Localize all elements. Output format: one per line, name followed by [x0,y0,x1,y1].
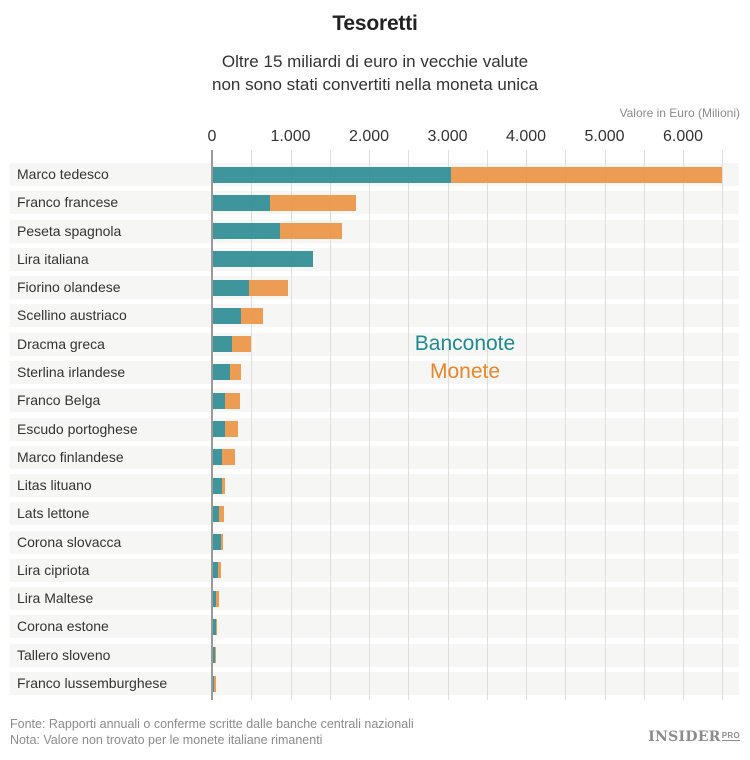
bar-monete [217,562,221,579]
bar-monete [248,279,289,296]
category-label: Peseta spagnola [17,222,122,239]
bar-banconote [212,618,216,635]
bar-monete [224,421,239,438]
bar-monete [224,392,240,409]
insider-pro-logo: INSIDERPRO [648,729,740,745]
bar-row: Escudo portoghese [10,417,739,441]
logo-name: INSIDER [648,729,721,745]
category-label: Franco lussemburghese [17,675,168,692]
source-note: Fonte: Rapporti annuali o conferme scrit… [10,717,414,731]
bar-row: Dracma greca [10,332,739,356]
bar-row: Sterlina irlandese [10,360,739,384]
bar-banconote [212,251,314,268]
x-tick-label: 0 [207,128,217,145]
footnote: Nota: Valore non trovato per le monete i… [10,733,323,747]
bar-row: Lira cipriota [10,558,739,582]
category-label: Litas lituano [17,477,92,494]
category-label: Scellino austriaco [17,307,127,324]
x-tick-label: 4.000 [505,128,547,145]
bar-banconote [212,647,216,664]
legend: Banconote Monete [360,330,570,386]
bar-monete [215,647,217,664]
bar-row: Peseta spagnola [10,219,739,243]
bar-monete [241,307,263,324]
bar-monete [215,618,218,635]
category-label: Lira Maltese [17,590,94,607]
x-tick-label: 2.000 [348,128,390,145]
subtitle-line-1: Oltre 15 miliardi di euro in vecchie val… [221,52,529,71]
bar-banconote [212,307,242,324]
subtitle-line-2: non sono stati convertiti nella moneta u… [211,75,539,94]
category-label: Franco Belga [17,392,101,409]
x-tick-label: 1.000 [270,128,311,145]
bar-monete [222,449,235,466]
bar-monete [270,194,357,211]
bar-banconote [212,392,225,409]
footer: Fonte: Rapporti annuali o conferme scrit… [10,716,414,748]
bar-banconote [212,336,233,353]
bar-banconote [212,279,249,296]
bar-banconote [212,166,452,183]
category-label: Marco finlandese [17,448,124,465]
bar-row: Fiorino olandese [10,276,739,300]
bar-monete [279,223,342,240]
bar-row: Tallero sloveno [10,643,739,667]
x-tick-label: 6.000 [662,128,704,145]
chart-title: Tesoretti [332,12,418,35]
category-label: Lira cipriota [17,561,90,578]
bar-banconote [212,477,223,494]
bar-row: Corona slovacca [10,530,739,554]
bar-banconote [212,364,231,381]
bar-banconote [212,194,271,211]
category-label: Franco francese [17,194,119,211]
bar-banconote [212,534,222,551]
bar-banconote [212,449,223,466]
category-label: Fiorino olandese [17,279,121,296]
x-tick-label: 5.000 [584,128,625,145]
bar-row: Lats lettone [10,502,739,526]
category-label: Lats lettone [17,505,90,522]
bar-row: Lira italiana [10,247,739,271]
bar-monete [230,364,241,381]
bar-row: Franco Belga [10,389,739,413]
chart-subtitle: Oltre 15 miliardi di euro in vecchie val… [0,50,750,96]
bar-banconote [212,562,218,579]
bar-row: Scellino austriaco [10,304,739,328]
category-label: Escudo portoghese [17,420,138,437]
category-label: Corona slovacca [17,533,122,550]
bar-monete [221,534,223,551]
bar-monete [451,166,723,183]
axis-title: Valore in Euro (Milioni) [619,106,741,120]
bar-monete [222,477,226,494]
bar-row: Corona estone [10,615,739,639]
category-label: Sterlina irlandese [17,363,126,380]
bar-row: Marco finlandese [10,445,739,469]
logo-suffix: PRO [721,731,740,741]
zero-axis-line [211,150,213,700]
bar-monete [215,590,219,607]
x-tick-label: 3.000 [427,128,468,145]
category-label: Dracma greca [17,335,105,352]
bar-monete [232,336,251,353]
bar-row: Lira Maltese [10,587,739,611]
legend-monete: Monete [429,360,501,383]
bar-row: Franco lussemburghese [10,672,739,696]
bar-row: Franco francese [10,191,739,215]
bar-banconote [212,223,280,240]
bar-monete [219,505,225,522]
category-label: Corona estone [17,618,109,635]
category-label: Tallero sloveno [17,646,111,663]
bar-monete [213,675,216,692]
category-label: Marco tedesco [17,166,109,182]
bar-banconote [212,590,216,607]
bar-banconote [212,421,225,438]
legend-banconote: Banconote [414,332,516,355]
category-label: Lira italiana [17,250,89,267]
bar-row: Litas lituano [10,474,739,498]
bar-banconote [212,505,220,522]
